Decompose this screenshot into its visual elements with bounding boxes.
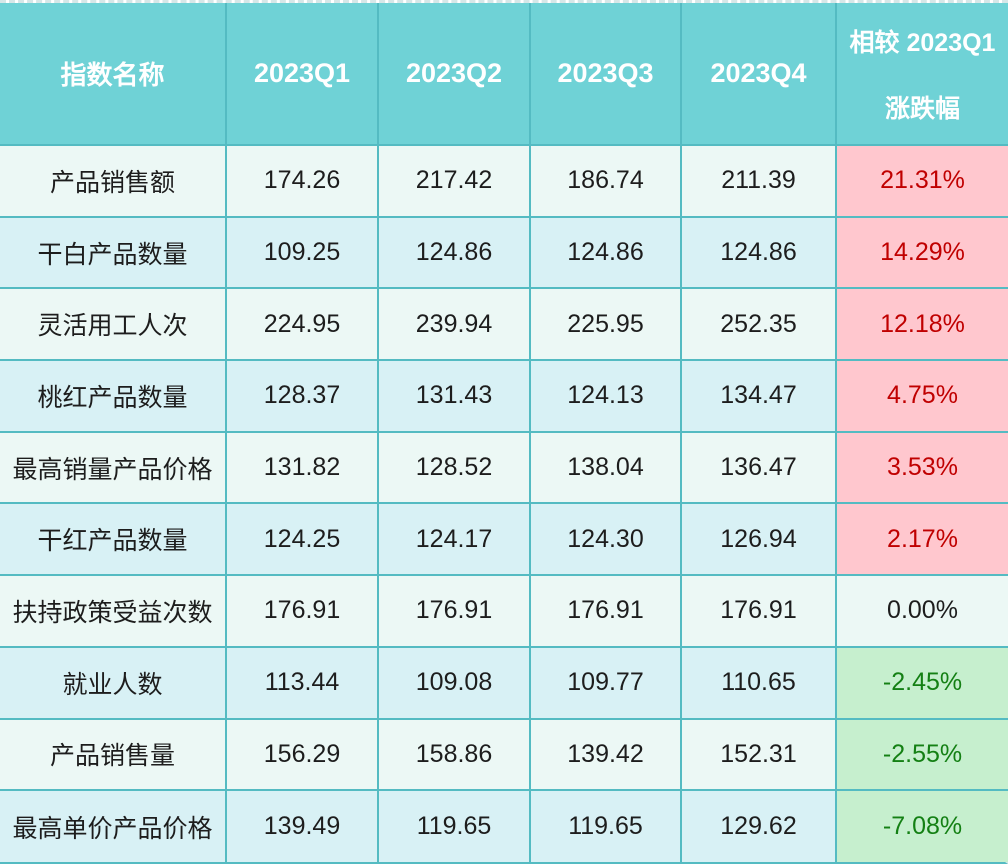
- column-header-2023q2: 2023Q2: [377, 2, 531, 146]
- value-cell: 152.31: [680, 717, 837, 792]
- value-cell: 124.13: [529, 359, 682, 433]
- table-row: 就业人数 113.44 109.08 109.77 110.65 -2.45%: [0, 645, 1008, 720]
- value-cell: 224.95: [225, 287, 379, 362]
- value-cell: 176.91: [680, 574, 837, 648]
- value-cell: 176.91: [225, 574, 379, 648]
- change-cell: -2.45%: [835, 645, 1008, 720]
- column-header-2023q1: 2023Q1: [225, 2, 379, 146]
- column-header-2023q4: 2023Q4: [680, 2, 837, 146]
- value-cell: 128.37: [225, 359, 379, 433]
- table-row: 产品销售额 174.26 217.42 186.74 211.39 21.31%: [0, 144, 1008, 218]
- row-label: 桃红产品数量: [0, 359, 227, 433]
- column-header-change: 相较 2023Q1 涨跌幅: [835, 2, 1008, 146]
- value-cell: 129.62: [680, 789, 837, 863]
- value-cell: 124.86: [529, 215, 682, 290]
- change-cell: 3.53%: [835, 430, 1008, 505]
- value-cell: 217.42: [377, 144, 531, 218]
- value-cell: 109.08: [377, 645, 531, 720]
- value-cell: 110.65: [680, 645, 837, 720]
- value-cell: 131.43: [377, 359, 531, 433]
- change-header-line1: 相较 2023Q1: [849, 28, 996, 57]
- value-cell: 126.94: [680, 502, 837, 577]
- value-cell: 174.26: [225, 144, 379, 218]
- value-cell: 109.25: [225, 215, 379, 290]
- value-cell: 156.29: [225, 717, 379, 792]
- value-cell: 124.30: [529, 502, 682, 577]
- value-cell: 124.86: [680, 215, 837, 290]
- value-cell: 124.86: [377, 215, 531, 290]
- table-row: 扶持政策受益次数 176.91 176.91 176.91 176.91 0.0…: [0, 574, 1008, 648]
- table-row: 干白产品数量 109.25 124.86 124.86 124.86 14.29…: [0, 215, 1008, 290]
- row-label: 就业人数: [0, 645, 227, 720]
- table-row: 灵活用工人次 224.95 239.94 225.95 252.35 12.18…: [0, 287, 1008, 362]
- change-cell: 14.29%: [835, 215, 1008, 290]
- value-cell: 124.17: [377, 502, 531, 577]
- change-cell: -7.08%: [835, 789, 1008, 863]
- value-cell: 176.91: [529, 574, 682, 648]
- value-cell: 239.94: [377, 287, 531, 362]
- row-label: 产品销售量: [0, 717, 227, 792]
- value-cell: 139.49: [225, 789, 379, 863]
- table-row: 桃红产品数量 128.37 131.43 124.13 134.47 4.75%: [0, 359, 1008, 433]
- row-label: 干白产品数量: [0, 215, 227, 290]
- change-cell: 0.00%: [835, 574, 1008, 648]
- value-cell: 139.42: [529, 717, 682, 792]
- value-cell: 136.47: [680, 430, 837, 505]
- value-cell: 138.04: [529, 430, 682, 505]
- value-cell: 119.65: [529, 789, 682, 863]
- change-header-line2: 涨跌幅: [884, 94, 960, 123]
- value-cell: 113.44: [225, 645, 379, 720]
- table-row: 最高销量产品价格 131.82 128.52 138.04 136.47 3.5…: [0, 430, 1008, 505]
- value-cell: 211.39: [680, 144, 837, 218]
- change-header-lines: 相较 2023Q1 涨跌幅: [838, 23, 1006, 125]
- change-cell: 2.17%: [835, 502, 1008, 577]
- table-row: 最高单价产品价格 139.49 119.65 119.65 129.62 -7.…: [0, 789, 1008, 863]
- value-cell: 176.91: [377, 574, 531, 648]
- value-cell: 124.25: [225, 502, 379, 577]
- value-cell: 128.52: [377, 430, 531, 505]
- row-label: 扶持政策受益次数: [0, 574, 227, 648]
- column-header-2023q3: 2023Q3: [529, 2, 682, 146]
- change-cell: 21.31%: [835, 144, 1008, 218]
- row-label: 干红产品数量: [0, 502, 227, 577]
- value-cell: 119.65: [377, 789, 531, 863]
- row-label: 灵活用工人次: [0, 287, 227, 362]
- value-cell: 252.35: [680, 287, 837, 362]
- change-cell: 12.18%: [835, 287, 1008, 362]
- change-cell: -2.55%: [835, 717, 1008, 792]
- table-row: 干红产品数量 124.25 124.17 124.30 126.94 2.17%: [0, 502, 1008, 577]
- table-row: 产品销售量 156.29 158.86 139.42 152.31 -2.55%: [0, 717, 1008, 792]
- header-row: 指数名称 2023Q1 2023Q2 2023Q3 2023Q4 相较 2023…: [0, 2, 1008, 146]
- row-label: 最高单价产品价格: [0, 789, 227, 863]
- value-cell: 134.47: [680, 359, 837, 433]
- row-label: 产品销售额: [0, 144, 227, 218]
- column-header-index-name: 指数名称: [0, 2, 227, 146]
- value-cell: 225.95: [529, 287, 682, 362]
- value-cell: 186.74: [529, 144, 682, 218]
- value-cell: 158.86: [377, 717, 531, 792]
- row-label: 最高销量产品价格: [0, 430, 227, 505]
- change-cell: 4.75%: [835, 359, 1008, 433]
- value-cell: 109.77: [529, 645, 682, 720]
- value-cell: 131.82: [225, 430, 379, 505]
